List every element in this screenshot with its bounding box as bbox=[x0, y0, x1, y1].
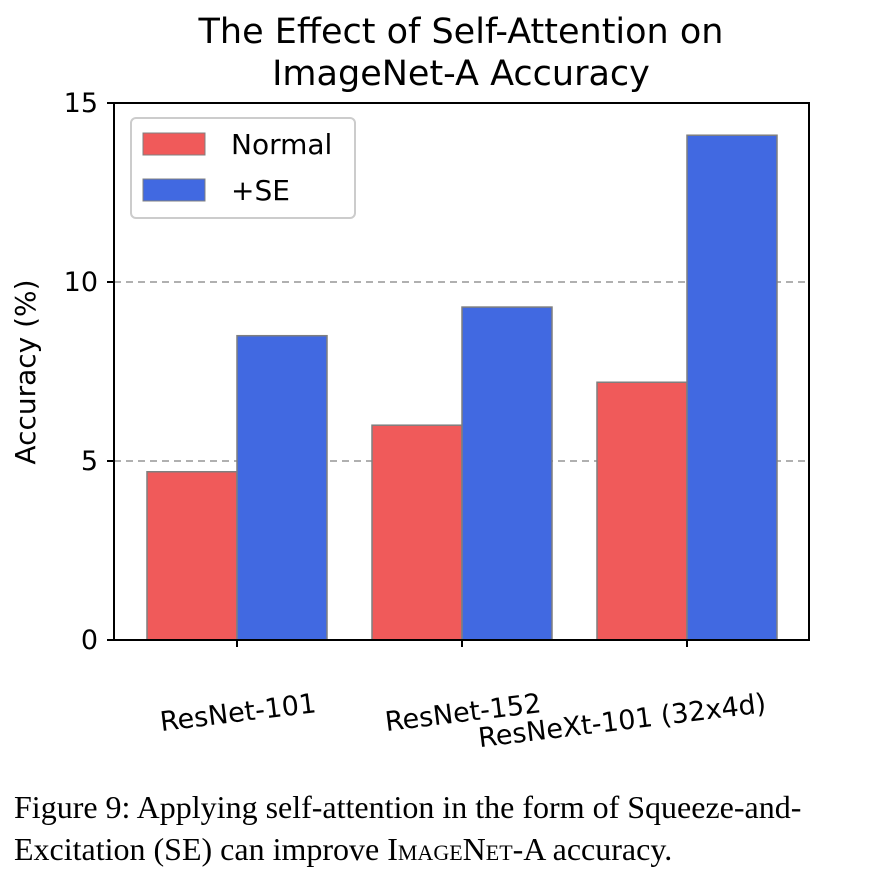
bar-normal-2 bbox=[596, 381, 688, 641]
legend-label-se: +SE bbox=[231, 174, 290, 207]
y-axis-ticks: 0 5 10 15 bbox=[64, 88, 114, 656]
bar-chart: The Effect of Self-Attention on ImageNet… bbox=[9, 12, 810, 754]
bars bbox=[146, 134, 778, 641]
y-axis-label: Accuracy (%) bbox=[9, 279, 42, 464]
y-tick-label: 5 bbox=[81, 446, 98, 477]
bar-normal-0 bbox=[146, 470, 238, 641]
figure-caption: Figure 9: Applying self-attention in the… bbox=[14, 786, 876, 870]
chart-title-line-2: ImageNet-A Accuracy bbox=[272, 54, 650, 94]
legend: Normal +SE bbox=[130, 117, 356, 219]
y-tick-label: 10 bbox=[64, 267, 98, 298]
bar-se-0 bbox=[236, 334, 328, 641]
bar-se-2 bbox=[686, 134, 778, 641]
legend-swatch-normal bbox=[142, 132, 206, 156]
caption-smallcaps: ImageNet bbox=[387, 831, 513, 867]
legend-swatch-se bbox=[142, 178, 206, 202]
caption-prefix: Figure 9: Applying self-attention in the… bbox=[14, 789, 802, 867]
y-tick-label: 15 bbox=[64, 88, 98, 119]
caption-suffix: -A accuracy. bbox=[512, 831, 673, 867]
bar-normal-1 bbox=[371, 424, 463, 641]
y-tick-label: 0 bbox=[81, 625, 98, 656]
x-category-label: ResNet-101 bbox=[158, 688, 318, 738]
legend-label-normal: Normal bbox=[231, 128, 332, 161]
chart-title-line-1: The Effect of Self-Attention on bbox=[198, 12, 724, 52]
bar-se-1 bbox=[461, 306, 553, 641]
